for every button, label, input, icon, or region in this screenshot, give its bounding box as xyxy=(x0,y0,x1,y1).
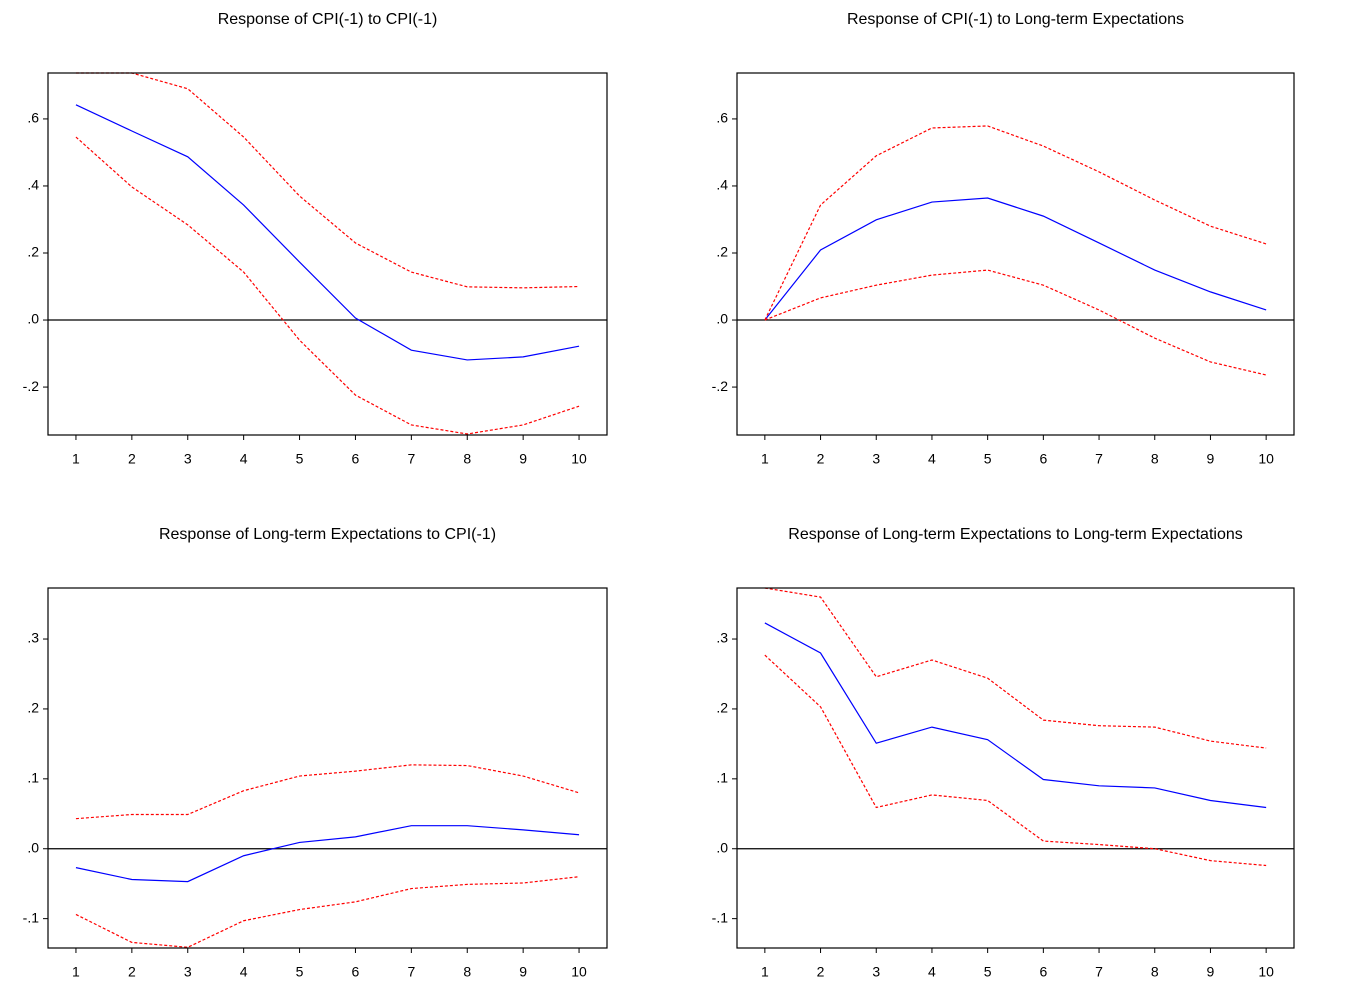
x-tick-label: 8 xyxy=(1151,451,1159,467)
x-tick-label: 6 xyxy=(352,451,360,467)
x-tick-label: 4 xyxy=(240,964,248,980)
y-tick-label: .4 xyxy=(27,177,39,193)
plot-area xyxy=(764,587,1267,867)
chart-title: Response of Long-term Expectations to Lo… xyxy=(788,526,1242,543)
y-tick-label: .3 xyxy=(27,630,39,646)
plot-area xyxy=(75,764,580,948)
x-tick-label: 4 xyxy=(928,964,936,980)
x-tick-label: 5 xyxy=(296,964,304,980)
x-tick-label: 3 xyxy=(184,964,192,980)
x-tick-label: 10 xyxy=(1258,964,1274,980)
series-line xyxy=(75,825,580,883)
x-tick-label: 2 xyxy=(817,964,825,980)
x-tick-label: 5 xyxy=(296,451,304,467)
x-tick-label: 9 xyxy=(1207,451,1215,467)
x-tick-label: 3 xyxy=(872,451,880,467)
plot-frame xyxy=(736,72,1295,436)
chart-title: Response of CPI(-1) to Long-term Expecta… xyxy=(847,11,1184,28)
y-tick-label: -.2 xyxy=(712,378,729,394)
x-tick-label: 9 xyxy=(1207,964,1215,980)
series-line xyxy=(764,622,1267,809)
x-tick-label: 9 xyxy=(519,451,527,467)
x-tick-label: 10 xyxy=(571,451,587,467)
plot-area xyxy=(75,72,580,435)
x-tick-label: 8 xyxy=(463,964,471,980)
x-tick-label: 2 xyxy=(128,964,136,980)
series-line xyxy=(75,764,580,820)
y-tick-label: .0 xyxy=(716,311,728,327)
x-tick-label: 7 xyxy=(1095,451,1103,467)
y-tick-label: .1 xyxy=(27,770,39,786)
series-line xyxy=(764,587,1267,749)
x-tick-label: 7 xyxy=(1095,964,1103,980)
y-tick-label: .4 xyxy=(716,177,728,193)
y-tick-label: .0 xyxy=(716,839,728,855)
y-tick-label: .2 xyxy=(716,244,728,260)
x-tick-label: 4 xyxy=(240,451,248,467)
series-line xyxy=(764,269,1267,376)
series-line xyxy=(75,72,580,289)
x-tick-label: 4 xyxy=(928,451,936,467)
series-line xyxy=(75,104,580,361)
x-tick-label: 7 xyxy=(407,451,415,467)
x-tick-label: 1 xyxy=(72,451,80,467)
x-tick-label: 5 xyxy=(984,451,992,467)
y-tick-label: .2 xyxy=(27,244,39,260)
y-tick-label: .0 xyxy=(27,839,39,855)
y-tick-label: -.2 xyxy=(23,378,40,394)
plot-frame xyxy=(47,587,608,949)
x-tick-label: 6 xyxy=(352,964,360,980)
plot-frame xyxy=(736,587,1295,949)
x-tick-label: 6 xyxy=(1039,451,1047,467)
y-tick-label: .1 xyxy=(716,770,728,786)
y-tick-label: -.1 xyxy=(23,909,40,925)
x-tick-label: 1 xyxy=(761,964,769,980)
x-tick-label: 3 xyxy=(872,964,880,980)
y-tick-label: .6 xyxy=(716,110,728,126)
x-tick-label: 7 xyxy=(407,964,415,980)
series-line xyxy=(764,197,1267,321)
series-line xyxy=(75,876,580,948)
y-tick-label: .3 xyxy=(716,630,728,646)
plot-frame xyxy=(47,72,608,436)
y-tick-label: .2 xyxy=(716,700,728,716)
series-line xyxy=(75,136,580,435)
chart-title: Response of Long-term Expectations to CP… xyxy=(159,526,496,543)
x-tick-label: 5 xyxy=(984,964,992,980)
x-tick-label: 10 xyxy=(1258,451,1274,467)
x-tick-label: 10 xyxy=(571,964,587,980)
x-tick-label: 6 xyxy=(1039,964,1047,980)
x-tick-label: 1 xyxy=(72,964,80,980)
y-tick-label: .6 xyxy=(27,110,39,126)
series-line xyxy=(764,125,1267,321)
x-tick-label: 1 xyxy=(761,451,769,467)
x-tick-label: 8 xyxy=(1151,964,1159,980)
x-tick-label: 2 xyxy=(817,451,825,467)
y-tick-label: .0 xyxy=(27,311,39,327)
x-tick-label: 3 xyxy=(184,451,192,467)
y-tick-label: .2 xyxy=(27,700,39,716)
x-tick-label: 9 xyxy=(519,964,527,980)
chart-title: Response of CPI(-1) to CPI(-1) xyxy=(218,11,438,28)
x-tick-label: 2 xyxy=(128,451,136,467)
plot-area xyxy=(764,125,1267,376)
y-tick-label: -.1 xyxy=(712,909,729,925)
x-tick-label: 8 xyxy=(463,451,471,467)
